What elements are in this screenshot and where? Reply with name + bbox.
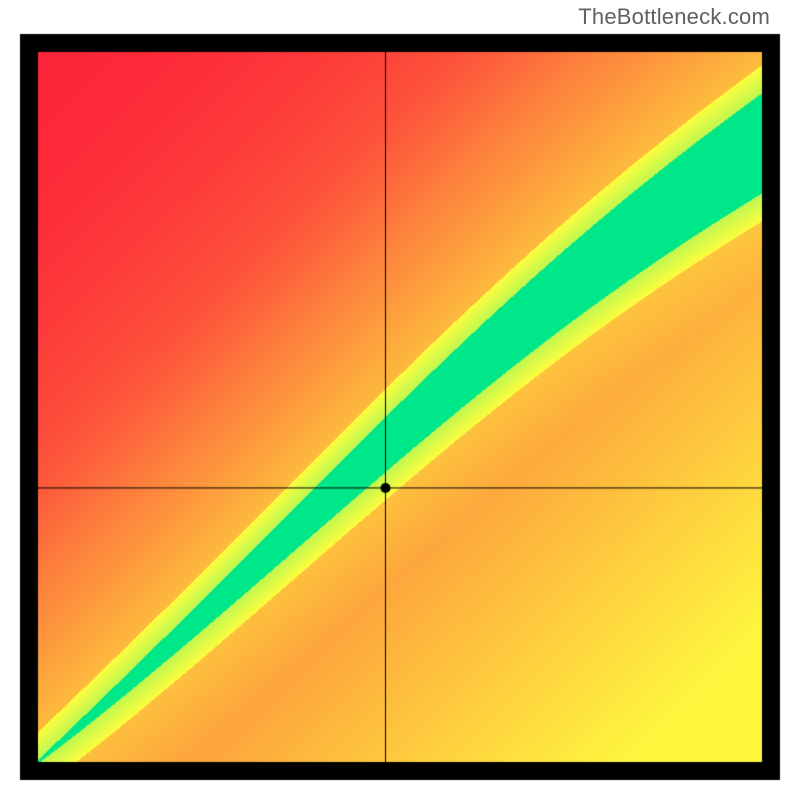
heatmap-canvas [0,0,800,800]
chart-container: TheBottleneck.com [0,0,800,800]
watermark-text: TheBottleneck.com [578,4,770,30]
